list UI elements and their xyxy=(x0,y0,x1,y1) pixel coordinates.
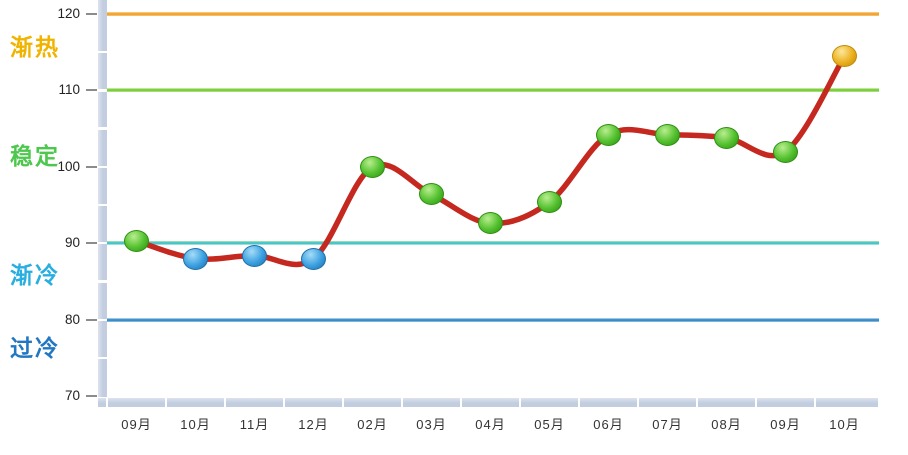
y-axis-tick-mark xyxy=(86,318,97,321)
y-axis-tick-label: 80 xyxy=(64,311,80,327)
y-axis-bar-segment xyxy=(98,53,107,90)
zone-label-cool: 渐冷 xyxy=(10,262,60,288)
y-axis-tick-mark xyxy=(86,395,97,398)
x-axis-bar-segment xyxy=(226,398,283,407)
y-axis-tick-label: 90 xyxy=(64,235,80,251)
x-axis-month-label: 10月 xyxy=(829,417,860,432)
y-axis-tick-label: 100 xyxy=(57,158,80,174)
y-axis-bar-segment xyxy=(98,359,107,397)
x-axis-month-label: 05月 xyxy=(534,417,565,432)
data-point-marker[interactable] xyxy=(714,126,739,149)
x-axis-bar-segment xyxy=(344,398,401,407)
x-axis-month-label: 04月 xyxy=(475,417,506,432)
y-axis-bar-segment xyxy=(98,91,107,128)
x-axis-bar-segment xyxy=(521,398,578,407)
x-axis-bar-segment xyxy=(403,398,460,407)
data-point-marker[interactable] xyxy=(301,247,326,270)
data-point-marker[interactable] xyxy=(183,247,208,270)
x-axis-month-label: 12月 xyxy=(298,417,329,432)
data-point-marker[interactable] xyxy=(655,123,680,146)
y-axis-bar-segment xyxy=(98,206,107,243)
y-axis-bar-segment xyxy=(98,320,107,357)
y-axis-bar-segment xyxy=(98,282,107,319)
data-point-marker[interactable] xyxy=(773,140,798,163)
zone-line-cool xyxy=(107,241,879,246)
y-axis-tick-label: 120 xyxy=(57,6,80,21)
x-axis-month-label: 10月 xyxy=(180,417,211,432)
data-point-marker[interactable] xyxy=(537,191,562,214)
x-axis-month-label: 08月 xyxy=(711,417,742,432)
zone-label-stable: 稳定 xyxy=(10,143,60,169)
y-axis-tick-mark xyxy=(86,165,97,168)
data-point-marker[interactable] xyxy=(419,183,444,206)
data-point-marker[interactable] xyxy=(242,244,267,267)
y-axis-bar-segment xyxy=(98,0,107,51)
x-axis-bar-segment xyxy=(639,398,696,407)
x-axis-month-label: 11月 xyxy=(239,417,270,432)
y-axis-bar-segment xyxy=(98,244,107,281)
data-point-marker[interactable] xyxy=(360,155,385,178)
zone-line-stable xyxy=(107,88,879,93)
x-axis-month-label: 09月 xyxy=(770,417,801,432)
x-axis-bar-corner xyxy=(98,398,106,407)
x-axis-bar-segment xyxy=(285,398,342,407)
y-axis-tick-mark xyxy=(86,89,97,92)
zone-label-hot: 渐热 xyxy=(10,34,60,60)
x-axis-bar-segment xyxy=(167,398,224,407)
zone-line-cold xyxy=(107,317,879,322)
x-axis-bar-segment xyxy=(462,398,519,407)
x-axis-bar-segment xyxy=(757,398,814,407)
data-point-marker[interactable] xyxy=(478,212,503,235)
x-axis-bar-segment xyxy=(698,398,755,407)
y-axis-tick-mark xyxy=(86,242,97,245)
zone-label-cold: 过冷 xyxy=(10,335,60,361)
data-point-marker[interactable] xyxy=(124,229,149,252)
zone-line-hot xyxy=(107,12,879,16)
x-axis-bar-segment xyxy=(816,398,878,407)
x-axis-bar-segment xyxy=(108,398,165,407)
x-axis-month-label: 03月 xyxy=(416,417,447,432)
data-point-marker[interactable] xyxy=(832,45,857,68)
y-axis-tick-label: 70 xyxy=(64,388,80,404)
x-axis-month-label: 07月 xyxy=(652,417,683,432)
data-point-marker[interactable] xyxy=(596,123,621,146)
x-axis-month-label: 09月 xyxy=(121,417,152,432)
y-axis-bar-segment xyxy=(98,168,107,204)
x-axis-month-label: 06月 xyxy=(593,417,624,432)
x-axis-month-label: 02月 xyxy=(357,417,388,432)
y-axis-tick-label: 110 xyxy=(58,82,80,98)
x-axis-bar-segment xyxy=(580,398,637,407)
y-axis-tick-mark xyxy=(86,13,97,15)
y-axis-bar-segment xyxy=(98,129,107,166)
